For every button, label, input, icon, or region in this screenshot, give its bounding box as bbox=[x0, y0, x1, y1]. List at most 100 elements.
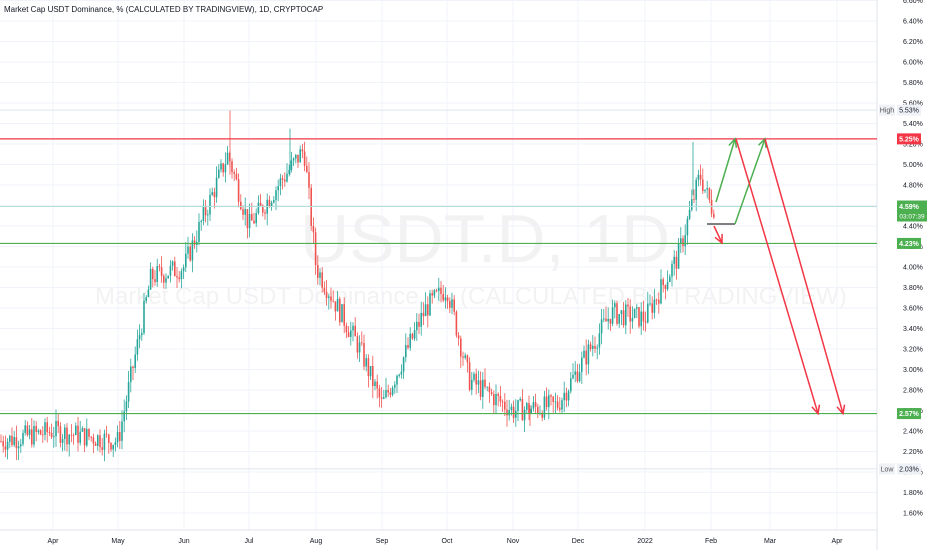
candle-body bbox=[242, 209, 244, 215]
candle-body bbox=[110, 442, 112, 450]
candle-body bbox=[200, 220, 202, 223]
candle-body bbox=[268, 199, 271, 207]
candle-body bbox=[94, 443, 97, 446]
candle-body bbox=[281, 178, 284, 180]
candle-body bbox=[171, 261, 174, 266]
candle-body bbox=[625, 304, 627, 326]
candle-body bbox=[565, 392, 568, 401]
candle-body bbox=[147, 289, 150, 298]
candle-body bbox=[385, 390, 387, 398]
candle-body bbox=[323, 287, 326, 292]
y-tick-label: 6.60% bbox=[903, 0, 923, 5]
candle-body bbox=[504, 401, 506, 410]
candle-body bbox=[193, 240, 196, 245]
candle-body bbox=[559, 407, 561, 410]
candle-body bbox=[702, 179, 704, 192]
candle-body bbox=[116, 432, 119, 443]
candle-body bbox=[532, 402, 535, 409]
candle-body bbox=[673, 256, 675, 264]
candle-body bbox=[422, 312, 425, 317]
candle-body bbox=[658, 299, 660, 304]
candle-body bbox=[464, 355, 466, 358]
candle-body bbox=[666, 281, 669, 290]
candle-body bbox=[372, 366, 374, 386]
candle-body bbox=[235, 173, 238, 180]
candle-body bbox=[374, 381, 376, 386]
candle-body bbox=[319, 272, 321, 278]
candle-body bbox=[680, 238, 682, 244]
y-tick-label: 1.80% bbox=[903, 490, 923, 497]
candle-body bbox=[191, 240, 194, 261]
candle-body bbox=[695, 179, 697, 200]
candle-body bbox=[548, 395, 550, 408]
candle-body bbox=[182, 267, 185, 272]
candle-body bbox=[17, 446, 20, 449]
candle-body bbox=[180, 271, 183, 280]
candle-body bbox=[53, 436, 55, 438]
countdown-label: 03:07:39 bbox=[899, 214, 925, 221]
candle-body bbox=[356, 336, 359, 353]
candle-body bbox=[607, 318, 609, 322]
candle-body bbox=[59, 426, 62, 443]
candle-body bbox=[684, 235, 686, 247]
candle-body bbox=[457, 335, 460, 339]
candle-body bbox=[545, 396, 548, 408]
candle-body bbox=[521, 398, 524, 421]
candle-body bbox=[218, 169, 220, 178]
level-price-label: 4.23% bbox=[899, 241, 920, 248]
candle-body bbox=[297, 154, 299, 163]
candle-body bbox=[383, 397, 385, 399]
candle-body bbox=[708, 188, 711, 200]
candle-body bbox=[651, 303, 653, 313]
candle-body bbox=[435, 290, 438, 292]
candle-body bbox=[427, 304, 429, 316]
candle-body bbox=[35, 426, 37, 432]
candle-body bbox=[537, 406, 539, 414]
y-tick-label: 2.20% bbox=[903, 449, 923, 456]
candle-body bbox=[332, 300, 334, 302]
candle-body bbox=[528, 403, 530, 414]
candle-body bbox=[515, 410, 517, 418]
candle-body bbox=[231, 161, 233, 173]
candle-body bbox=[598, 333, 601, 348]
candle-body bbox=[669, 276, 671, 282]
projection-arrow-down-short-head bbox=[714, 233, 723, 245]
candle-body bbox=[638, 307, 640, 327]
candle-body bbox=[325, 291, 328, 298]
candle-body bbox=[55, 420, 57, 437]
candle-body bbox=[629, 306, 631, 322]
candle-body bbox=[660, 279, 662, 304]
candle-body bbox=[506, 409, 508, 416]
candle-body bbox=[204, 206, 207, 216]
candle-body bbox=[130, 366, 132, 383]
candle-body bbox=[352, 325, 354, 331]
y-tick-label: 2.80% bbox=[903, 388, 923, 395]
candle-body bbox=[365, 358, 367, 367]
candle-body bbox=[460, 338, 462, 357]
y-tick-label: 5.80% bbox=[903, 80, 923, 87]
candle-body bbox=[103, 433, 106, 450]
candle-body bbox=[248, 214, 251, 229]
x-tick-label: Aug bbox=[310, 538, 323, 545]
candle-body bbox=[178, 277, 180, 280]
candle-body bbox=[176, 276, 178, 278]
candle-body bbox=[189, 246, 191, 261]
x-tick-label: Nov bbox=[507, 538, 520, 545]
candle-body bbox=[631, 317, 634, 322]
candle-body bbox=[121, 421, 123, 441]
candle-body bbox=[594, 345, 596, 349]
y-tick-label: 3.00% bbox=[903, 367, 923, 374]
candle-body bbox=[600, 319, 603, 334]
candle-body bbox=[99, 435, 101, 448]
x-tick-label: Feb bbox=[705, 538, 717, 545]
candle-body bbox=[664, 285, 667, 290]
x-tick-label: Dec bbox=[572, 538, 585, 545]
y-tick-label: 1.60% bbox=[903, 511, 923, 518]
candle-body bbox=[429, 293, 431, 316]
candle-body bbox=[270, 202, 273, 207]
candle-body bbox=[519, 398, 521, 401]
candle-body bbox=[387, 390, 389, 393]
y-tick-label: 4.80% bbox=[903, 183, 923, 190]
candle-body bbox=[409, 333, 411, 348]
